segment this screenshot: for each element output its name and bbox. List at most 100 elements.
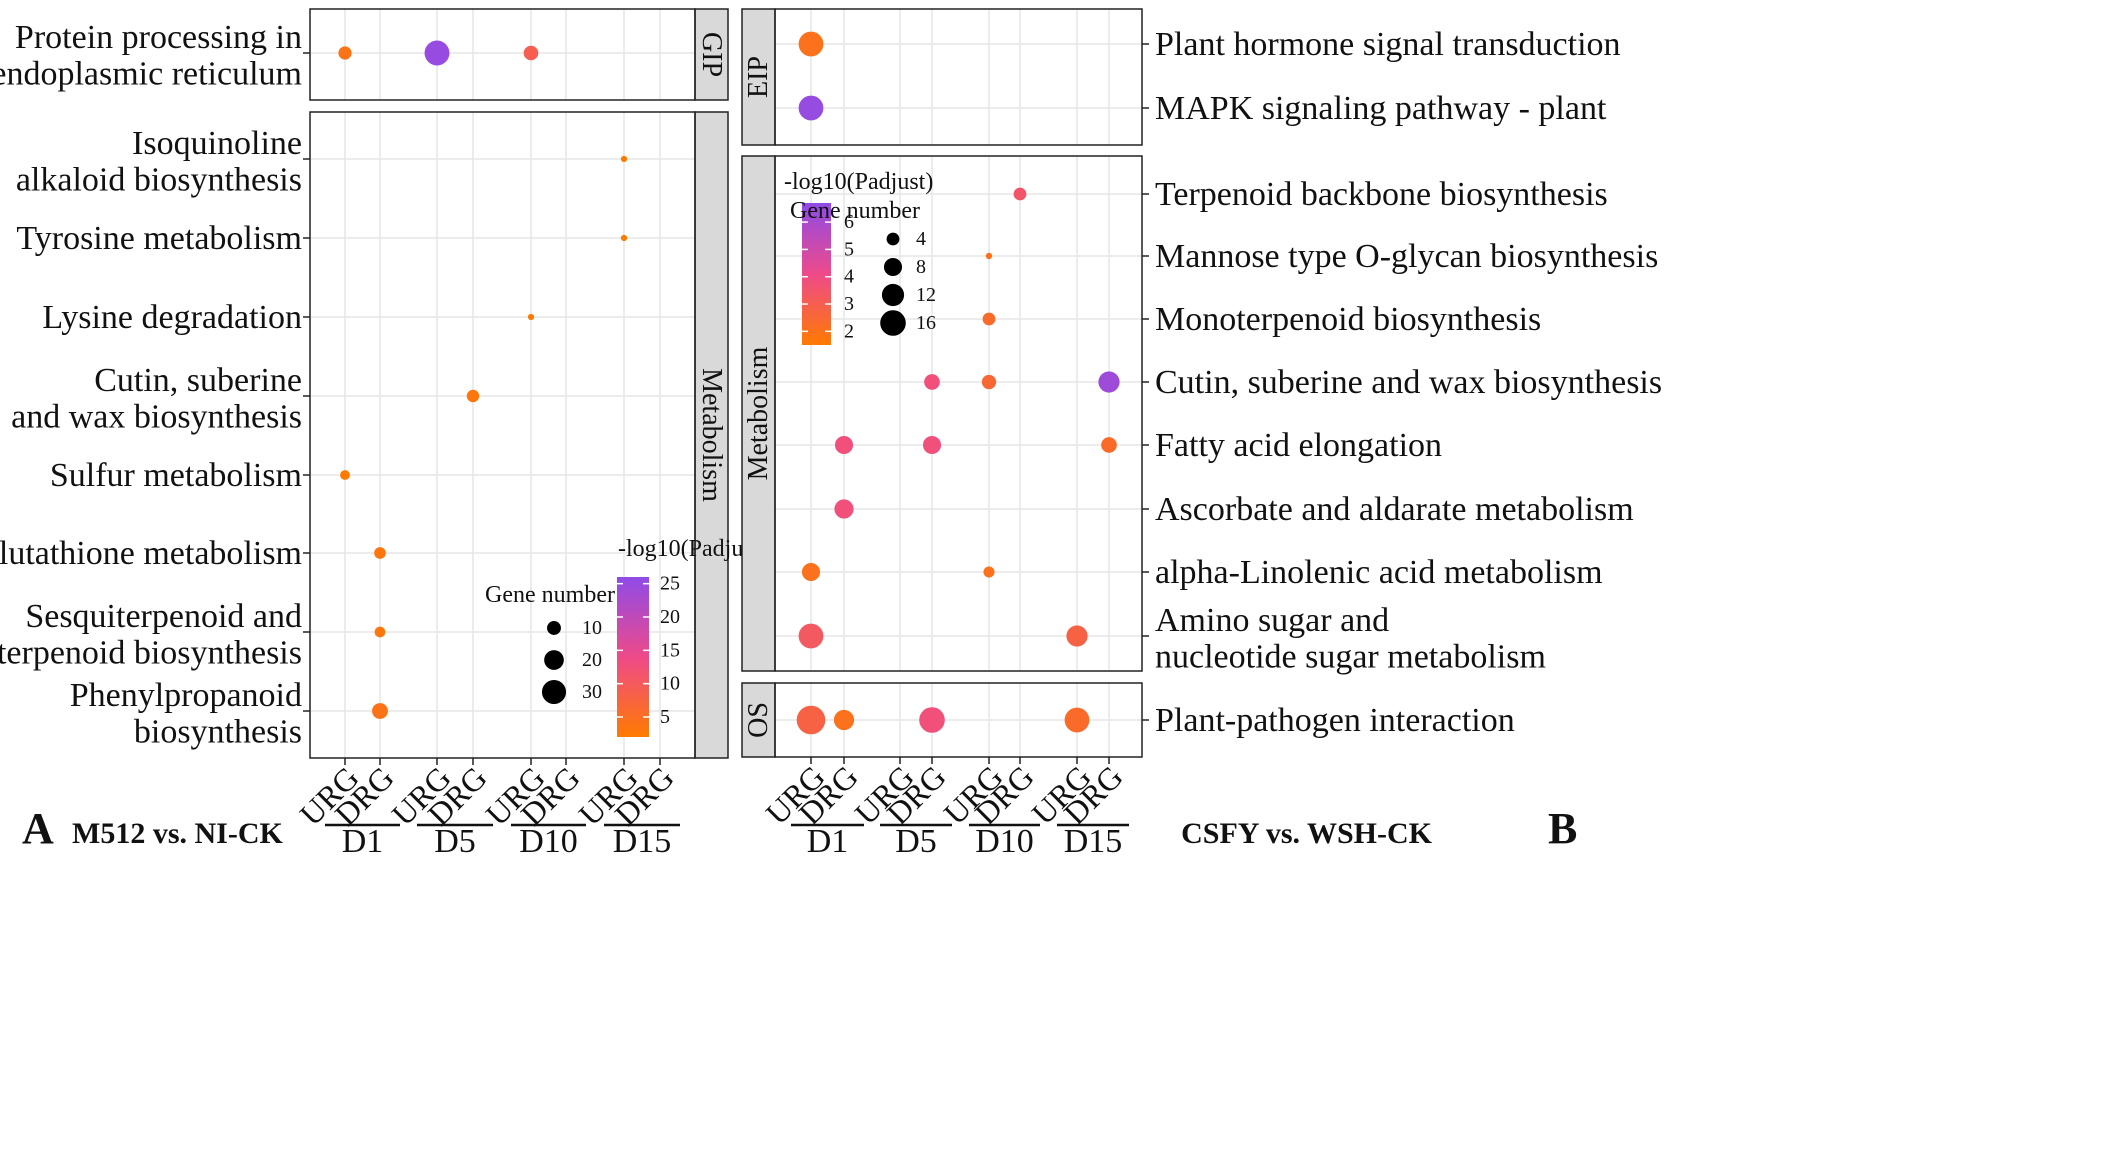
facet-gip: GIP Protein processing in endoplasmic reti…	[0, 8, 729, 101]
colorbar-tick-label: 4	[844, 266, 854, 288]
pathway-label: Sulfur metabolism	[50, 457, 302, 494]
size-legend-label: 8	[916, 256, 926, 278]
size-legend-dot	[547, 621, 561, 635]
bubble	[982, 312, 996, 326]
colorbar-tick-label: 3	[844, 293, 854, 315]
pathway-label: Isoquinoline alkaloid biosynthesis	[16, 125, 302, 199]
pathway-label: Protein processing in endoplasmic reticul…	[0, 19, 302, 93]
bubble	[798, 95, 824, 121]
facet-strip-label: EIP	[743, 56, 774, 98]
bubble	[374, 626, 386, 638]
bubble	[983, 566, 995, 578]
facet-metabolism: Metabolism Isoquinoline alkaloid biosynthe…	[0, 111, 729, 759]
facet-border	[774, 155, 1143, 672]
size-legend-title: Gene number	[485, 582, 615, 608]
pathway-label: MAPK signaling pathway - plant	[1155, 90, 1607, 127]
plot-background	[310, 9, 695, 100]
size-legend-label: 30	[582, 681, 602, 703]
pathway-label: Mannose type O-glycan biosynthesis	[1155, 238, 1658, 275]
bubble	[372, 703, 388, 719]
pathway-label: Terpenoid backbone biosynthesis	[1155, 176, 1608, 213]
bubble	[1013, 187, 1027, 201]
facet-border	[309, 8, 696, 101]
plot-background	[775, 156, 1142, 671]
bubble	[801, 562, 821, 582]
pathway-label: Sesquiterpenoid and triterpenoid biosynth…	[0, 598, 302, 672]
panel-b: EIP Plant hormone signal transduction MAPK…	[741, 8, 1662, 860]
pathway-label: Plant hormone signal transduction	[1155, 26, 1621, 63]
bubble	[338, 46, 352, 60]
pathway-label: alpha-Linolenic acid metabolism	[1155, 554, 1603, 591]
size-legend-dot	[881, 283, 905, 307]
facet-strip-label: OS	[743, 702, 774, 738]
bubble	[798, 31, 824, 57]
plot-background	[775, 9, 1142, 145]
facet-eip: EIP Plant hormone signal transduction MAPK…	[741, 8, 1621, 146]
pathway-label: Phenylpropanoid biosynthesis	[70, 677, 302, 751]
bubble	[620, 155, 628, 163]
day-label: D1	[807, 823, 849, 860]
pathway-label: Glutathione metabolism	[0, 535, 302, 572]
bubble	[466, 389, 480, 403]
day-label: D1	[342, 823, 384, 860]
size-legend-title: Gene number	[790, 198, 920, 224]
pathway-label: Cutin, suberine and wax biosynthesis	[1155, 364, 1662, 401]
colorbar-tick-label: 25	[660, 573, 680, 595]
pathway-label: Fatty acid elongation	[1155, 427, 1442, 464]
panel-letter: A	[22, 804, 54, 853]
panel-letter: B	[1548, 804, 1577, 853]
facet-strip	[694, 8, 729, 101]
facet-strip-label: GIP	[696, 32, 727, 77]
size-legend-label: 16	[916, 312, 936, 334]
colorbar-tick-label: 2	[844, 320, 854, 342]
bubble	[1098, 371, 1120, 393]
colorbar-tick-label: 5	[844, 238, 854, 260]
bubble	[527, 313, 535, 321]
size-legend-dot	[886, 232, 900, 246]
day-label: D10	[519, 823, 578, 860]
colorbar-tick-label: 5	[660, 706, 670, 728]
day-label: D5	[895, 823, 937, 860]
pathway-label: Cutin, suberine and wax biosynthesis	[11, 362, 302, 436]
bubble	[340, 470, 350, 480]
bubble	[798, 623, 824, 649]
size-legend-dot	[541, 679, 567, 705]
facet-os: OS Plant-pathogen interaction	[741, 682, 1515, 758]
comparison-label: M512 vs. NI-CK	[72, 817, 283, 850]
size-legend-label: 4	[916, 228, 926, 250]
bubble	[922, 435, 942, 455]
day-label: D10	[975, 823, 1034, 860]
size-legend-label: 20	[582, 649, 602, 671]
colorbar	[617, 577, 649, 737]
pathway-label: Amino sugar and nucleotide sugar metaboli…	[1155, 602, 1546, 676]
bubble	[985, 252, 993, 260]
bubble	[796, 705, 826, 735]
size-legend-label: 12	[916, 284, 936, 306]
pathway-label: Ascorbate and aldarate metabolism	[1155, 491, 1634, 528]
day-label: D15	[613, 823, 672, 860]
size-legend-dot	[544, 650, 564, 670]
bubble	[834, 499, 854, 519]
facet-metabolism: Metabolism Terpenoid backbone biosynthesi…	[741, 155, 1662, 676]
pathway-label: Tyrosine metabolism	[16, 220, 302, 257]
colorbar-tick-label: 10	[660, 673, 680, 695]
colorbar-tick-label: 20	[660, 606, 680, 628]
bubble	[1064, 707, 1090, 733]
bubble	[834, 435, 854, 455]
bubble	[919, 707, 945, 733]
bubble	[523, 45, 539, 61]
bubble	[833, 709, 855, 731]
bubble	[1066, 625, 1088, 647]
bubble	[924, 374, 940, 390]
facet-strip-label: Metabolism	[743, 346, 774, 480]
comparison-label: CSFY vs. WSH-CK	[1181, 817, 1433, 850]
facet-border	[774, 8, 1143, 146]
size-legend-label: 10	[582, 617, 602, 639]
pathway-label: Plant-pathogen interaction	[1155, 702, 1515, 739]
facet-border	[309, 111, 696, 759]
size-legend-dot	[883, 257, 903, 277]
facet-strip-label: Metabolism	[696, 368, 727, 502]
colorbar-title: -log10(Padjust)	[784, 169, 933, 195]
bubble	[981, 374, 997, 390]
